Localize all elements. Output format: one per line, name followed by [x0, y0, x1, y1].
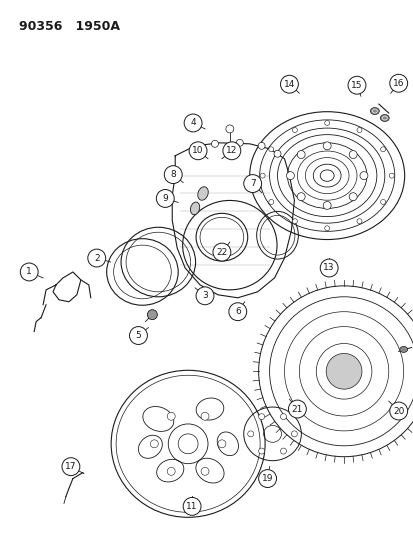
Circle shape [201, 467, 209, 475]
Text: 4: 4 [190, 118, 195, 127]
Circle shape [201, 413, 209, 420]
Circle shape [268, 199, 273, 205]
Circle shape [150, 440, 158, 448]
Circle shape [184, 114, 202, 132]
Text: 9: 9 [162, 194, 168, 203]
Circle shape [323, 201, 330, 209]
Circle shape [323, 142, 330, 150]
Circle shape [273, 150, 280, 157]
Circle shape [236, 139, 243, 147]
Text: 12: 12 [225, 146, 237, 155]
Text: 13: 13 [323, 263, 334, 272]
Circle shape [191, 146, 198, 152]
Text: 90356   1950A: 90356 1950A [19, 20, 120, 33]
Text: 14: 14 [283, 80, 294, 88]
Ellipse shape [370, 108, 378, 115]
Circle shape [320, 259, 337, 277]
Circle shape [324, 120, 329, 125]
Circle shape [286, 172, 294, 180]
Circle shape [225, 125, 233, 133]
Circle shape [129, 327, 147, 344]
Circle shape [258, 414, 264, 419]
Circle shape [183, 497, 201, 515]
Circle shape [280, 448, 286, 454]
Circle shape [348, 150, 356, 158]
Circle shape [156, 190, 174, 207]
Circle shape [288, 400, 306, 418]
Circle shape [196, 287, 214, 305]
Circle shape [258, 448, 264, 454]
Text: 5: 5 [135, 331, 141, 340]
Text: 10: 10 [192, 146, 203, 155]
Text: 17: 17 [65, 462, 76, 471]
Text: 22: 22 [216, 248, 227, 256]
Circle shape [167, 467, 175, 475]
Circle shape [359, 172, 367, 180]
Circle shape [292, 219, 297, 224]
Text: 21: 21 [291, 405, 302, 414]
Circle shape [167, 413, 175, 420]
Circle shape [388, 173, 393, 178]
Circle shape [356, 219, 361, 224]
Circle shape [389, 74, 407, 92]
Circle shape [258, 470, 276, 488]
Circle shape [62, 458, 80, 475]
Text: 20: 20 [392, 407, 404, 416]
Circle shape [389, 402, 407, 420]
Circle shape [212, 243, 230, 261]
Circle shape [211, 140, 218, 147]
Text: 7: 7 [249, 179, 255, 188]
Ellipse shape [190, 202, 199, 215]
Circle shape [88, 249, 105, 267]
Text: 16: 16 [392, 79, 404, 88]
Text: 1: 1 [26, 268, 32, 277]
Circle shape [268, 147, 273, 152]
Circle shape [217, 440, 225, 448]
Circle shape [380, 199, 385, 205]
Text: 2: 2 [94, 254, 99, 263]
Circle shape [280, 414, 286, 419]
Text: 19: 19 [261, 474, 273, 483]
Circle shape [348, 193, 356, 200]
Text: 8: 8 [170, 170, 176, 179]
Circle shape [259, 173, 264, 178]
Circle shape [222, 142, 240, 160]
Ellipse shape [197, 187, 208, 200]
Circle shape [164, 166, 182, 183]
Text: 6: 6 [234, 307, 240, 316]
Circle shape [291, 431, 297, 437]
Circle shape [243, 175, 261, 192]
Circle shape [297, 150, 304, 158]
Text: 3: 3 [202, 292, 207, 300]
Circle shape [258, 142, 264, 149]
Circle shape [189, 142, 206, 160]
Text: 15: 15 [350, 80, 362, 90]
Circle shape [20, 263, 38, 281]
Circle shape [347, 76, 365, 94]
Circle shape [380, 147, 385, 152]
Circle shape [228, 303, 246, 321]
Circle shape [297, 193, 304, 200]
Text: 11: 11 [186, 502, 197, 511]
Circle shape [280, 75, 298, 93]
Circle shape [324, 226, 329, 231]
Ellipse shape [399, 346, 407, 352]
Circle shape [292, 127, 297, 133]
Circle shape [247, 431, 253, 437]
Circle shape [147, 310, 157, 320]
Circle shape [356, 127, 361, 133]
Ellipse shape [380, 115, 388, 122]
Ellipse shape [325, 353, 361, 389]
